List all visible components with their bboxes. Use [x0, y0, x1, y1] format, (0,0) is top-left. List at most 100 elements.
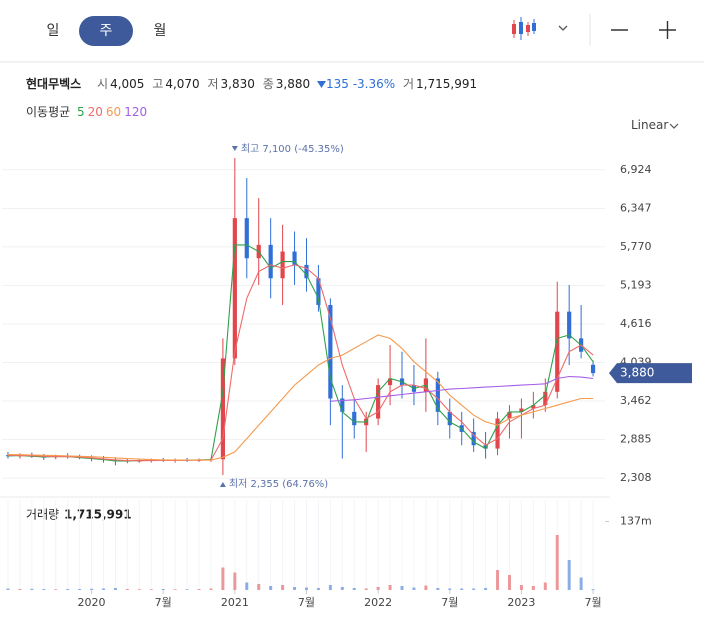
- volume-bar: [472, 588, 476, 590]
- volume-tick-label: 137m: [620, 515, 652, 528]
- volume-bar: [197, 589, 201, 590]
- quote-row: 현대무벡스 시 4,005 고 4,070 저 3,830 종 3,880 135 -3…: [26, 75, 477, 92]
- volume-bar: [484, 588, 488, 590]
- volume-bar: [137, 589, 141, 590]
- ma-title: 이동평균: [26, 105, 71, 119]
- volume-bar: [328, 585, 332, 590]
- candle-body: [519, 408, 524, 412]
- volume-bar: [424, 585, 428, 590]
- change: 135: [325, 77, 349, 91]
- scale-mode[interactable]: Linear: [631, 118, 669, 132]
- candle-body: [352, 411, 357, 426]
- volume-bar: [221, 567, 225, 590]
- candle-body: [340, 398, 345, 412]
- candle-body: [447, 411, 452, 426]
- candle-body: [507, 411, 512, 419]
- y-tick-label: 6,347: [620, 201, 652, 214]
- ma-legend: 이동평균 5 20 60 120: [26, 103, 150, 120]
- volume-bar: [316, 588, 320, 590]
- ma-legend-item[interactable]: 20: [87, 105, 103, 119]
- ma-legend-item[interactable]: 5: [77, 105, 85, 119]
- zoom-in[interactable]: [659, 21, 676, 39]
- x-tick-label: 7월: [441, 596, 458, 609]
- volume-bar: [233, 572, 237, 590]
- ma-legend-item[interactable]: 120: [124, 105, 148, 119]
- last-price-label: 3,880: [620, 366, 654, 380]
- volume-bar: [66, 589, 70, 590]
- volume-bar: [352, 588, 356, 590]
- ma-line: [330, 375, 594, 402]
- field-label: 고: [152, 77, 164, 91]
- candle-body: [316, 278, 321, 305]
- x-tick-label: 2022: [364, 596, 392, 609]
- x-tick-label: 2023: [507, 596, 535, 609]
- annotation: 최저 2,355 (64.76%): [229, 478, 328, 490]
- candle-body: [244, 218, 249, 259]
- tab[interactable]: 주: [79, 16, 133, 46]
- field-label: 저: [207, 77, 219, 91]
- volume-bar: [448, 588, 452, 590]
- scale-chevron[interactable]: [669, 123, 679, 129]
- volume-bar: [388, 585, 392, 590]
- volume-bar: [519, 585, 523, 590]
- ma-line: [7, 334, 594, 461]
- annotation-marker: [219, 481, 226, 487]
- volume-bar: [90, 588, 94, 590]
- volume-bar: [125, 589, 129, 590]
- field-label: 종: [262, 77, 274, 91]
- candle-body: [304, 264, 309, 279]
- candle-body: [567, 311, 572, 339]
- candle-body: [232, 218, 237, 359]
- candle-body: [483, 445, 488, 449]
- candle-body: [531, 405, 536, 409]
- volume-bar: [42, 589, 46, 590]
- volume-bar: [412, 587, 416, 590]
- volume-bar: [209, 588, 213, 590]
- candle-body: [280, 251, 285, 279]
- candle-body: [268, 244, 273, 279]
- volume-bar: [293, 587, 297, 590]
- candle-body: [5, 455, 11, 457]
- volume-bar: [113, 588, 117, 590]
- y-tick-label: 2,308: [620, 471, 652, 484]
- candle-body: [495, 418, 500, 449]
- field-value: 4,070: [165, 77, 200, 91]
- volume-bar: [591, 589, 595, 590]
- volume-bar: [101, 588, 105, 590]
- volume-bar: [567, 560, 571, 590]
- volume-bar: [78, 589, 82, 590]
- candle-body: [543, 391, 548, 406]
- x-tick-label: 2021: [221, 596, 249, 609]
- volume-bar: [173, 589, 177, 590]
- volume-bar: [400, 586, 404, 590]
- volume-bar: [340, 587, 344, 590]
- field-label: 거: [402, 77, 415, 91]
- tab[interactable]: 월: [153, 23, 167, 39]
- volume-bar: [149, 589, 153, 590]
- volume-bar: [555, 535, 559, 590]
- last-price-tag: [609, 363, 692, 384]
- volume-bar: [304, 587, 308, 590]
- x-tick-label: 7월: [298, 596, 315, 609]
- x-tick-label: 7월: [155, 596, 172, 609]
- dropdown-chevron[interactable]: [558, 25, 568, 31]
- volume-title: 거래량: [26, 508, 59, 522]
- ma-line: [7, 264, 594, 462]
- tab[interactable]: 일: [46, 23, 60, 39]
- ma-legend-item[interactable]: 60: [105, 105, 122, 119]
- volume-bar: [185, 589, 189, 590]
- chart-style-icon[interactable]: [512, 17, 536, 40]
- stock-name: 현대무벡스: [26, 77, 82, 91]
- volume-last: 1,715,991: [64, 508, 132, 522]
- volume-bar: [543, 582, 547, 590]
- y-tick-label: 2,885: [620, 433, 652, 446]
- volume-bar: [460, 588, 464, 590]
- field-value: 3,830: [220, 77, 255, 91]
- volume-bar: [281, 585, 285, 590]
- field-value: 3,880: [275, 77, 311, 91]
- volume-bar: [257, 584, 261, 590]
- change-pct: -3.36%: [352, 77, 396, 91]
- candle-body: [435, 378, 440, 412]
- annotation: 최고 7,100 (-45.35%): [241, 143, 344, 155]
